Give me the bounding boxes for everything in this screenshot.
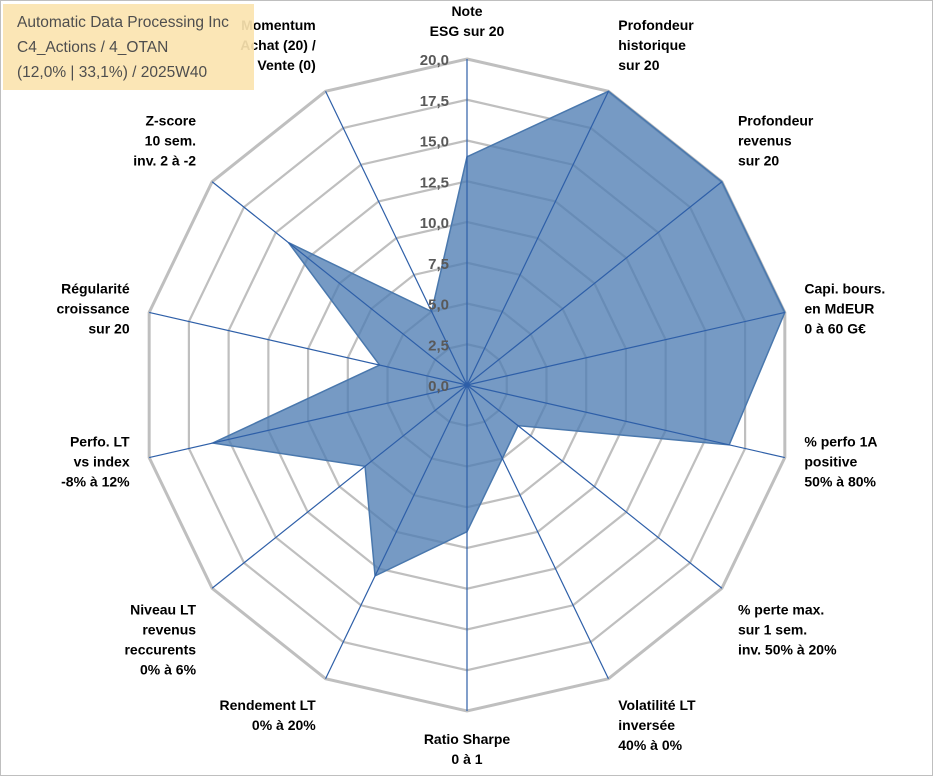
tick-label: 10,0	[420, 215, 449, 232]
radial-tick-labels: 0,0 2,5 5,0 7,5 10,0 12,5 15,0 17,5 20,0	[420, 52, 449, 395]
axis-spoke	[466, 311, 785, 386]
tick-label: 5,0	[428, 297, 449, 314]
axis-label: Capi. bours. en MdEUR 0 à 60 G€	[804, 280, 885, 336]
axis-label: % perte max. sur 1 sem. inv. 50% à 20%	[738, 601, 837, 657]
axis-label: Rendement LT 0% à 20%	[220, 697, 317, 733]
axis-spoke	[325, 384, 468, 679]
axis-spoke	[325, 91, 468, 386]
title-line-category: C4_Actions / 4_OTAN	[17, 39, 169, 56]
axis-spoke	[149, 311, 468, 386]
axis-labels: Note ESG sur 20 Profondeur historique sur 20…	[56, 3, 885, 767]
axis-label: Profondeur revenus sur 20	[738, 113, 814, 169]
axis-label: Z-score 10 sem. inv. 2 à -2	[133, 113, 196, 169]
title-line-stats: (12,0% | 33,1%) / 2025W40	[17, 64, 208, 81]
tick-label: 20,0	[420, 52, 449, 69]
tick-label: 12,5	[420, 174, 449, 191]
axis-spoke	[466, 384, 785, 459]
title-line-company: Automatic Data Processing Inc	[17, 14, 229, 31]
tick-label: 15,0	[420, 134, 449, 151]
axis-label: Régularité croissance sur 20	[56, 280, 129, 336]
tick-label: 0,0	[428, 378, 449, 395]
axis-label: Note ESG sur 20	[430, 3, 505, 39]
radar-spokes	[149, 59, 785, 711]
axis-spoke	[211, 384, 468, 589]
axis-spoke	[466, 181, 723, 386]
tick-label: 7,5	[428, 256, 449, 273]
tick-label: 2,5	[428, 337, 449, 354]
axis-spoke	[466, 384, 609, 679]
axis-spoke	[466, 91, 609, 386]
axis-label: Profondeur historique sur 20	[618, 17, 694, 73]
axis-label: Volatilité LT inversée 40% à 0%	[618, 697, 696, 753]
axis-label: Momentum Achat (20) / Vente (0)	[240, 17, 316, 73]
chart-title-box: Automatic Data Processing Inc C4_Actions…	[3, 4, 254, 90]
axis-label: Ratio Sharpe 0 à 1	[424, 731, 511, 767]
axis-spoke	[211, 181, 468, 386]
axis-label: Perfo. LT vs index -8% à 12%	[61, 434, 130, 490]
axis-label: Niveau LT revenus reccurents 0% à 6%	[124, 601, 196, 677]
axis-spoke	[466, 384, 723, 589]
tick-label: 17,5	[420, 93, 449, 110]
axis-spoke	[149, 384, 468, 459]
axis-label: % perfo 1A positive 50% à 80%	[804, 434, 877, 490]
